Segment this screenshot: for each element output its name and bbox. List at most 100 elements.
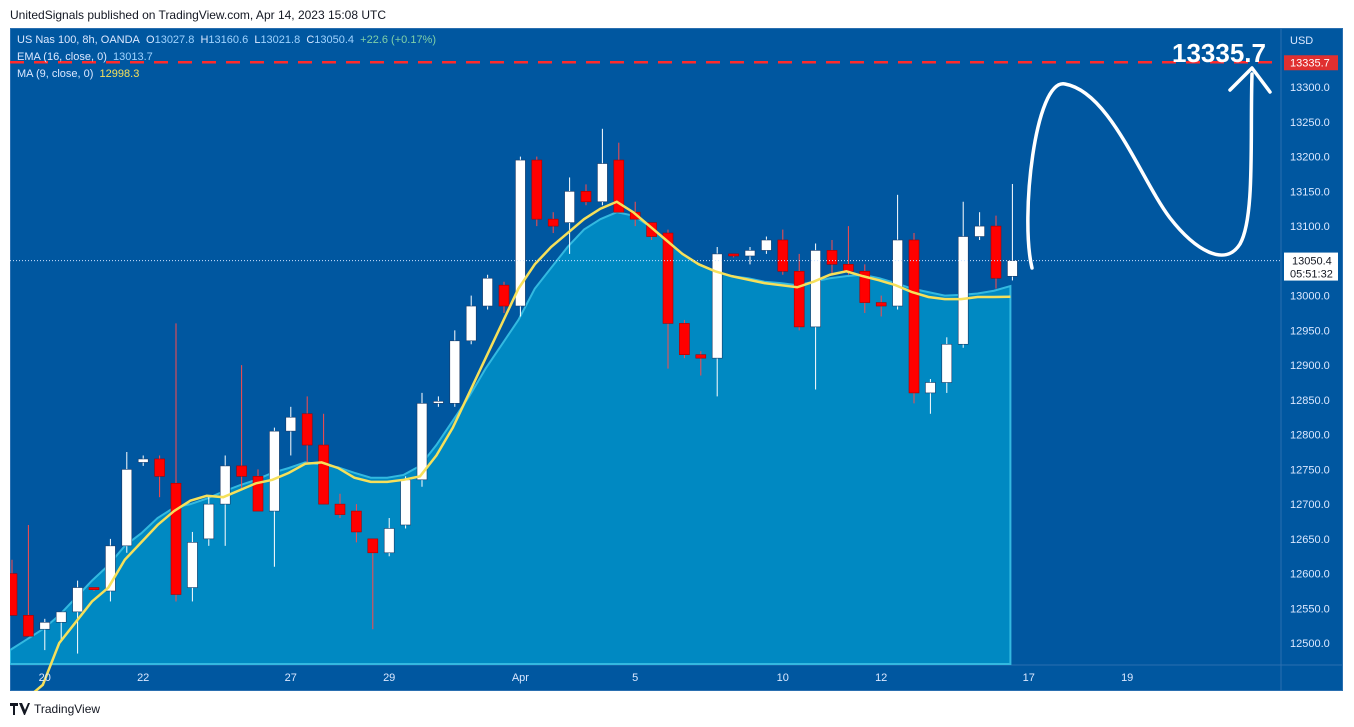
candle-body xyxy=(580,191,592,203)
candle-body xyxy=(974,225,985,237)
candle-body xyxy=(187,542,198,588)
candle-body xyxy=(925,382,936,394)
candle xyxy=(777,229,789,275)
legend-ema[interactable]: EMA (16, close, 0) 13013.7 xyxy=(17,51,153,63)
time-tick-label: 5 xyxy=(632,672,638,684)
candle-body xyxy=(269,430,280,512)
currency-label: USD xyxy=(1290,35,1313,47)
candle-body xyxy=(88,587,100,590)
footer: TradingView xyxy=(10,702,100,716)
candle xyxy=(662,229,674,369)
candle xyxy=(121,452,133,553)
candle-body xyxy=(892,239,903,307)
candle-body xyxy=(646,222,657,237)
candle-body xyxy=(72,587,83,613)
candle xyxy=(646,222,657,240)
time-tick-label: Apr xyxy=(512,672,529,684)
svg-text:13050.4: 13050.4 xyxy=(1292,256,1332,268)
legend-ma[interactable]: MA (9, close, 0) 12998.3 xyxy=(17,68,140,80)
price-tick-label: 13250.0 xyxy=(1290,117,1330,129)
candle-body xyxy=(252,476,264,512)
price-tick-label: 13200.0 xyxy=(1290,152,1330,164)
candle xyxy=(10,559,18,616)
legend-symbol: US Nas 100, 8h, OANDA xyxy=(17,34,140,46)
candle-body xyxy=(941,343,953,383)
candle-body xyxy=(121,469,133,547)
candle-body xyxy=(564,191,575,223)
candle xyxy=(974,212,985,240)
candle xyxy=(515,156,526,317)
candle xyxy=(728,253,739,258)
candle-body xyxy=(728,253,739,257)
last-price-tag: 13050.4 05:51:32 xyxy=(1284,252,1338,281)
price-tick-label: 13000.0 xyxy=(1290,291,1330,303)
target-price-tag: 13335.7 xyxy=(1284,55,1338,71)
price-tick-label: 12950.0 xyxy=(1290,325,1330,337)
candle-body xyxy=(908,239,920,394)
candle xyxy=(679,319,690,359)
candle-body xyxy=(859,270,871,303)
candle-body xyxy=(662,232,674,324)
price-tick-label: 12850.0 xyxy=(1290,395,1330,407)
price-tick-label: 12550.0 xyxy=(1290,603,1330,615)
legend-open: 13027.8 xyxy=(154,34,195,46)
legend-change: +22.6 (+0.17%) xyxy=(360,34,437,46)
svg-text:13335.7: 13335.7 xyxy=(1290,57,1330,69)
candle-body xyxy=(203,503,215,540)
candle xyxy=(925,379,936,414)
candle xyxy=(547,212,559,234)
candle xyxy=(498,281,510,313)
candle xyxy=(449,330,461,407)
candle-body xyxy=(367,538,379,554)
price-tick-label: 12700.0 xyxy=(1290,499,1330,511)
candle-body xyxy=(613,159,625,213)
candle-body xyxy=(39,621,51,630)
time-tick-label: 10 xyxy=(777,672,789,684)
time-tick-label: 27 xyxy=(285,672,297,684)
ma-line xyxy=(33,200,1011,691)
candle xyxy=(203,497,215,546)
candle-body xyxy=(318,444,329,505)
candle-body xyxy=(137,458,149,463)
candle xyxy=(416,392,428,487)
candle xyxy=(826,240,838,275)
candle xyxy=(695,351,707,376)
candle-body xyxy=(219,465,231,505)
candle xyxy=(39,618,51,651)
candle xyxy=(597,128,608,206)
price-tick-label: 12750.0 xyxy=(1290,464,1330,476)
arrow-head-icon xyxy=(1228,66,1272,94)
candle xyxy=(170,323,182,602)
legend-low: 13021.8 xyxy=(260,34,301,46)
candle xyxy=(55,611,67,640)
candle xyxy=(990,215,1002,289)
candle xyxy=(269,427,280,567)
projection-arrow-drawing xyxy=(1026,72,1254,270)
time-tick-label: 29 xyxy=(383,672,395,684)
price-chart[interactable]: 13335.7 12500.0 12550.0 12600.0 12650.0 1270… xyxy=(10,28,1343,691)
candle-body xyxy=(10,573,18,616)
candle-body xyxy=(826,250,838,265)
candle xyxy=(859,264,871,313)
candle-body xyxy=(433,400,444,404)
candle xyxy=(908,233,920,404)
candle-body xyxy=(170,482,182,595)
candle xyxy=(367,538,379,630)
publisher-line: UnitedSignals published on TradingView.c… xyxy=(10,8,387,22)
legend-ma-value: 12998.3 xyxy=(99,68,140,80)
candle xyxy=(892,194,903,310)
candle xyxy=(236,365,247,491)
candle xyxy=(580,184,592,206)
candle xyxy=(564,177,575,254)
candle xyxy=(88,587,100,592)
target-annotation: 13335.7 xyxy=(1172,38,1266,68)
time-tick-label: 17 xyxy=(1023,672,1035,684)
candle-body xyxy=(301,413,313,446)
candle xyxy=(301,396,313,463)
time-axis: 20 22 27 29 Apr 5 10 12 17 19 xyxy=(39,672,1134,684)
candle-body xyxy=(531,159,543,220)
price-tick-label: 12500.0 xyxy=(1290,638,1330,650)
tradingview-logo-icon xyxy=(10,703,30,715)
candle-body xyxy=(875,302,887,307)
price-tick-label: 13100.0 xyxy=(1290,221,1330,233)
